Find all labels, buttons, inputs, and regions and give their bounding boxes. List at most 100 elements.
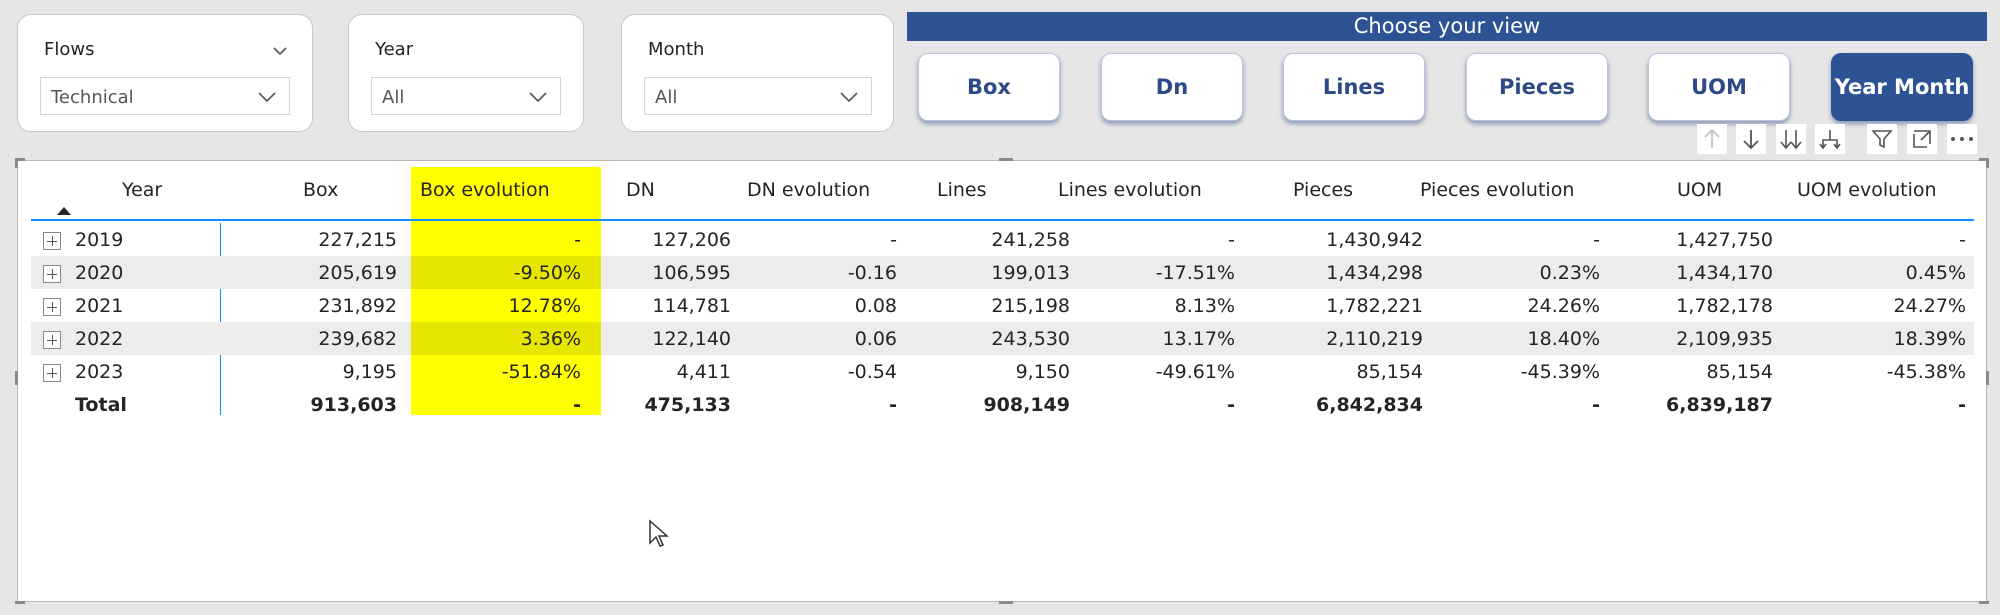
expand-row-icon[interactable] bbox=[43, 364, 61, 382]
mouse-cursor-icon bbox=[649, 519, 669, 547]
resize-handle[interactable] bbox=[999, 601, 1013, 604]
table-row[interactable]: 2019 227,215 - 127,206 - 241,258 - 1,430… bbox=[31, 223, 1974, 256]
cell-year: 2020 bbox=[75, 262, 124, 284]
dropdown-value: Technical bbox=[51, 87, 134, 108]
resize-handle[interactable] bbox=[1979, 601, 1989, 604]
cell-box: 231,892 bbox=[318, 295, 397, 317]
cell-box-evolution: -9.50% bbox=[513, 262, 581, 284]
expand-row-icon[interactable] bbox=[43, 265, 61, 283]
slicer-year: Year All bbox=[348, 14, 584, 132]
cell-lines-evolution: - bbox=[1227, 394, 1235, 416]
more-options-icon[interactable] bbox=[1947, 124, 1977, 154]
resize-handle[interactable] bbox=[15, 371, 18, 385]
matrix-visual[interactable]: Year Box Box evolution DN DN evolution L… bbox=[15, 158, 1989, 604]
focus-mode-icon[interactable] bbox=[1907, 124, 1937, 154]
expand-row-icon[interactable] bbox=[43, 298, 61, 316]
chevron-down-icon[interactable] bbox=[272, 43, 288, 59]
view-header: Choose your view bbox=[907, 12, 1987, 41]
view-button-dn[interactable]: Dn bbox=[1101, 53, 1243, 121]
cell-box-evolution: 3.36% bbox=[520, 328, 581, 350]
cell-dn-evolution: 0.06 bbox=[854, 328, 897, 350]
view-button-year-month[interactable]: Year Month bbox=[1831, 53, 1973, 121]
cell-pieces-evolution: 18.40% bbox=[1527, 328, 1600, 350]
expand-row-icon[interactable] bbox=[43, 331, 61, 349]
year-dropdown[interactable]: All bbox=[371, 77, 561, 115]
column-header-pieces-evolution[interactable]: Pieces evolution bbox=[1420, 179, 1575, 201]
column-header-dn-evolution[interactable]: DN evolution bbox=[747, 179, 871, 201]
resize-handle[interactable] bbox=[1986, 371, 1989, 385]
arrow-down-icon[interactable] bbox=[1736, 124, 1766, 154]
resize-handle[interactable] bbox=[15, 601, 25, 604]
column-header-box[interactable]: Box bbox=[303, 179, 339, 201]
sort-ascending-icon[interactable] bbox=[57, 207, 71, 215]
cell-lines: 215,198 bbox=[991, 295, 1070, 317]
view-button-lines[interactable]: Lines bbox=[1283, 53, 1425, 121]
box-evolution-highlight bbox=[411, 167, 601, 415]
cell-pieces-evolution: 24.26% bbox=[1527, 295, 1600, 317]
cell-uom: 1,782,178 bbox=[1676, 295, 1773, 317]
column-header-lines-evolution[interactable]: Lines evolution bbox=[1058, 179, 1202, 201]
cell-lines: 908,149 bbox=[983, 394, 1070, 416]
cell-uom-evolution: 24.27% bbox=[1893, 295, 1966, 317]
table-row[interactable]: 2022 239,682 3.36% 122,140 0.06 243,530 … bbox=[31, 322, 1974, 355]
cell-year: 2019 bbox=[75, 229, 124, 251]
cell-uom: 85,154 bbox=[1706, 361, 1773, 383]
resize-handle[interactable] bbox=[15, 158, 18, 168]
column-header-year[interactable]: Year bbox=[122, 179, 163, 201]
slicer-flows: Flows Technical bbox=[17, 14, 313, 132]
column-header-dn[interactable]: DN bbox=[626, 179, 655, 201]
cell-uom: 2,109,935 bbox=[1676, 328, 1773, 350]
cell-lines-evolution: -49.61% bbox=[1155, 361, 1235, 383]
column-header-lines[interactable]: Lines bbox=[937, 179, 987, 201]
chevron-down-icon bbox=[840, 92, 858, 103]
resize-handle[interactable] bbox=[1979, 158, 1989, 161]
total-row: Total 913,603 - 475,133 - 908,149 - 6,84… bbox=[31, 388, 1974, 421]
cell-pieces: 6,842,834 bbox=[1316, 394, 1423, 416]
cell-pieces: 1,430,942 bbox=[1326, 229, 1423, 251]
table-row[interactable]: 2020 205,619 -9.50% 106,595 -0.16 199,01… bbox=[31, 256, 1974, 289]
slicer-title: Year bbox=[375, 39, 414, 60]
cell-dn-evolution: -0.16 bbox=[847, 262, 897, 284]
cell-lines: 9,150 bbox=[1015, 361, 1070, 383]
cell-dn: 475,133 bbox=[644, 394, 731, 416]
resize-handle[interactable] bbox=[15, 158, 25, 161]
flows-dropdown[interactable]: Technical bbox=[40, 77, 290, 115]
view-button-box[interactable]: Box bbox=[918, 53, 1060, 121]
cell-year: 2021 bbox=[75, 295, 124, 317]
cell-box-evolution: 12.78% bbox=[508, 295, 581, 317]
resize-handle[interactable] bbox=[999, 158, 1013, 161]
filter-icon[interactable] bbox=[1867, 124, 1897, 154]
box-evolution-highlight bbox=[411, 256, 601, 289]
cell-pieces: 1,782,221 bbox=[1326, 295, 1423, 317]
cell-uom-evolution: - bbox=[1959, 229, 1966, 251]
cell-dn: 106,595 bbox=[652, 262, 731, 284]
column-header-pieces[interactable]: Pieces bbox=[1293, 179, 1354, 201]
view-button-uom[interactable]: UOM bbox=[1648, 53, 1790, 121]
column-header-uom-evolution[interactable]: UOM evolution bbox=[1797, 179, 1937, 201]
cell-lines: 199,013 bbox=[991, 262, 1070, 284]
resize-handle[interactable] bbox=[1986, 158, 1989, 168]
cell-uom: 1,434,170 bbox=[1676, 262, 1773, 284]
table-row[interactable]: 2023 9,195 -51.84% 4,411 -0.54 9,150 -49… bbox=[31, 355, 1974, 388]
cell-lines-evolution: 13.17% bbox=[1162, 328, 1235, 350]
cell-lines: 243,530 bbox=[991, 328, 1070, 350]
double-arrow-down-icon[interactable] bbox=[1776, 124, 1806, 154]
view-button-pieces[interactable]: Pieces bbox=[1466, 53, 1608, 121]
expand-hierarchy-icon[interactable] bbox=[1815, 124, 1845, 154]
cell-box-evolution: -51.84% bbox=[501, 361, 581, 383]
slicer-title: Month bbox=[648, 39, 705, 60]
cell-pieces-evolution: - bbox=[1593, 229, 1600, 251]
arrow-up-icon[interactable] bbox=[1697, 124, 1727, 154]
month-dropdown[interactable]: All bbox=[644, 77, 872, 115]
expand-row-icon[interactable] bbox=[43, 232, 61, 250]
cell-box: 9,195 bbox=[342, 361, 397, 383]
cell-pieces-evolution: -45.39% bbox=[1520, 361, 1600, 383]
cell-box: 239,682 bbox=[318, 328, 397, 350]
cell-dn-evolution: - bbox=[890, 229, 897, 251]
cell-year: 2022 bbox=[75, 328, 124, 350]
table-row[interactable]: 2021 231,892 12.78% 114,781 0.08 215,198… bbox=[31, 289, 1974, 322]
column-header-uom[interactable]: UOM bbox=[1677, 179, 1723, 201]
cell-box-evolution: - bbox=[574, 229, 581, 251]
column-header-box-evolution[interactable]: Box evolution bbox=[420, 179, 550, 201]
visual-toolbar bbox=[1697, 124, 1987, 156]
